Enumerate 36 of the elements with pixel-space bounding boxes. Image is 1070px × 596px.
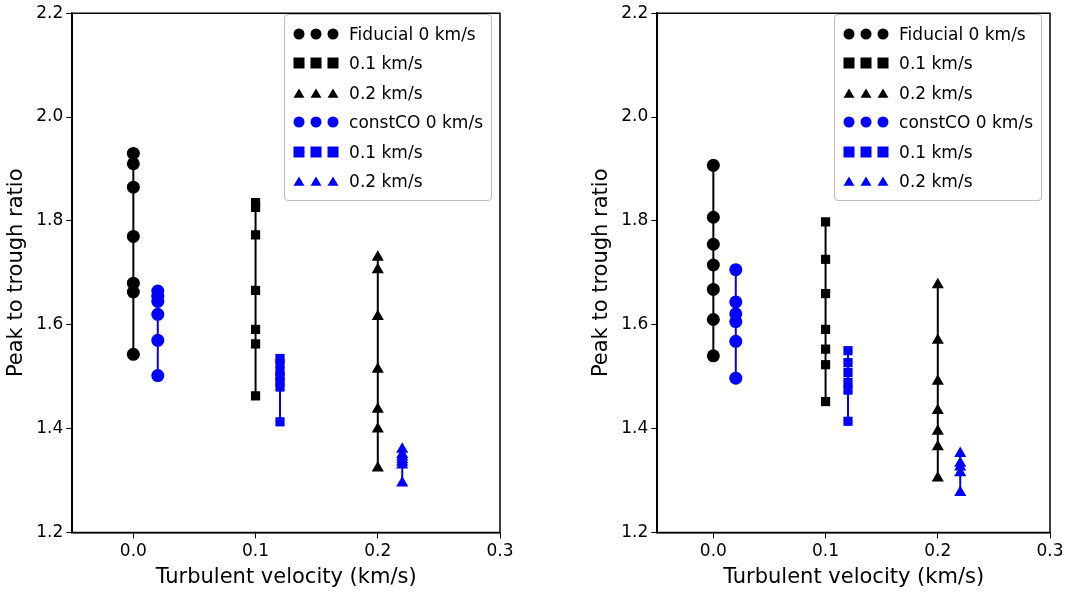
x-axis-title: Turbulent velocity (km/s) xyxy=(154,563,417,588)
y-tick-label: 2.2 xyxy=(621,1,649,22)
x-tick-label: 0.3 xyxy=(1036,540,1064,561)
y-tick-label: 1.8 xyxy=(36,209,64,230)
legend-label: Fiducial 0 km/s xyxy=(349,23,476,44)
legend-label: 0.2 km/s xyxy=(899,82,973,103)
legend-label: 0.1 km/s xyxy=(899,53,973,74)
x-tick-label: 0.1 xyxy=(242,540,270,561)
y-tick-label: 1.4 xyxy=(36,416,64,437)
y-tick-label: 1.2 xyxy=(621,520,649,541)
x-tick-label: 0.0 xyxy=(699,540,727,561)
legend-label: 0.2 km/s xyxy=(349,171,423,192)
x-axis-title: Turbulent velocity (km/s) xyxy=(722,563,985,588)
y-tick-label: 1.8 xyxy=(621,209,649,230)
legend-label: 0.2 km/s xyxy=(899,171,973,192)
legend-label: Fiducial 0 km/s xyxy=(899,23,1026,44)
legend-label: 0.1 km/s xyxy=(899,141,973,162)
x-tick-label: 0.0 xyxy=(119,540,147,561)
y-tick-label: 1.6 xyxy=(36,313,64,334)
y-tick-label: 1.2 xyxy=(36,520,64,541)
y-tick-label: 1.4 xyxy=(621,416,649,437)
y-tick-label: 1.6 xyxy=(621,313,649,334)
x-tick-label: 0.1 xyxy=(812,540,840,561)
y-tick-label: 2.0 xyxy=(36,105,64,126)
y-axis-title: Peak to trough ratio xyxy=(588,168,613,378)
legend-label: 0.2 km/s xyxy=(349,82,423,103)
y-axis-title: Peak to trough ratio xyxy=(3,168,28,378)
legend-label: 0.1 km/s xyxy=(349,141,423,162)
legend-label: 0.1 km/s xyxy=(349,53,423,74)
legend-label: constCO 0 km/s xyxy=(899,112,1033,133)
x-tick-label: 0.2 xyxy=(364,540,392,561)
x-tick-label: 0.3 xyxy=(486,540,514,561)
y-tick-label: 2.0 xyxy=(621,105,649,126)
y-tick-label: 2.2 xyxy=(36,1,64,22)
x-tick-label: 0.2 xyxy=(924,540,952,561)
legend-label: constCO 0 km/s xyxy=(349,112,483,133)
